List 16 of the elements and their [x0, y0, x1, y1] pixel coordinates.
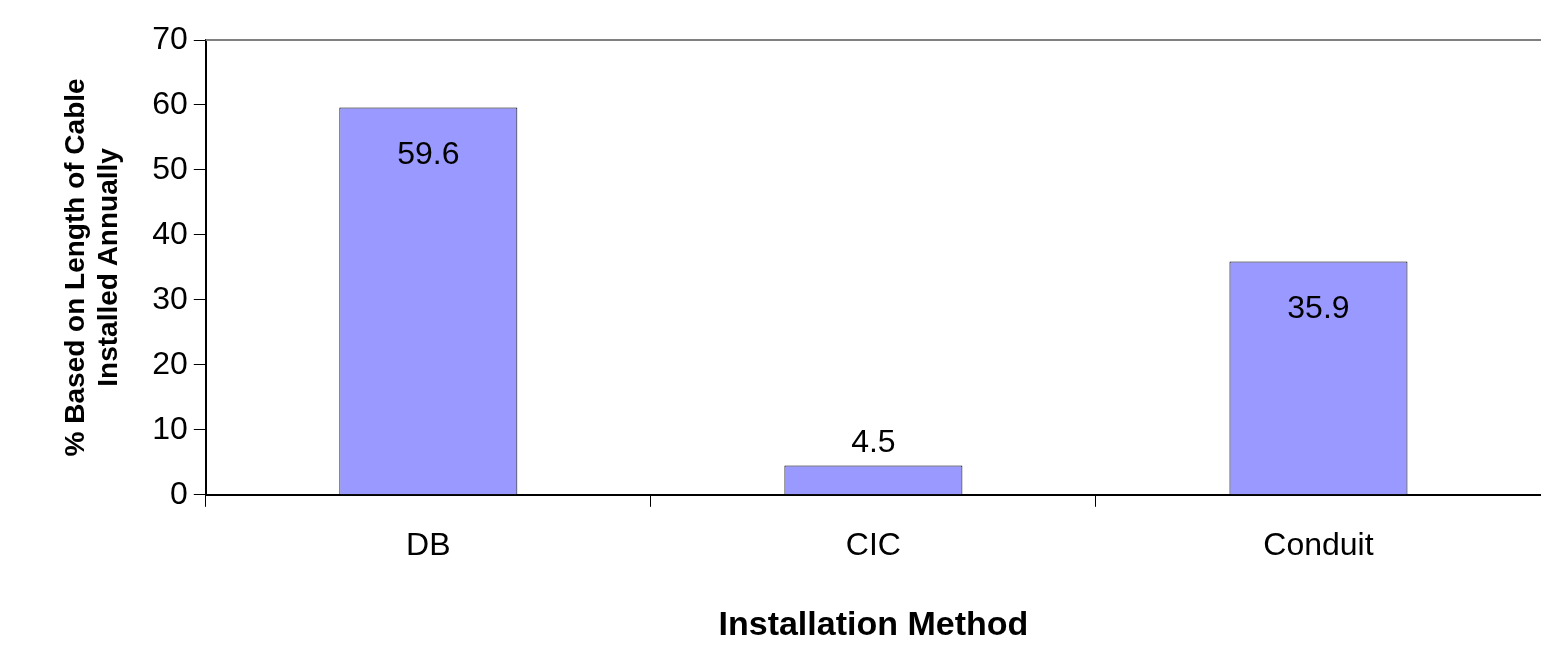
- y-tick-label: 70: [152, 19, 188, 56]
- y-axis-title: % Based on Length of Cable Installed Annually: [58, 78, 124, 457]
- data-label: 59.6: [397, 135, 460, 172]
- x-tick-label: CIC: [845, 525, 901, 562]
- data-label: 4.5: [851, 423, 896, 460]
- data-label: 35.9: [1287, 289, 1350, 326]
- y-tick-label: 40: [152, 214, 188, 251]
- y-tick-label: 50: [152, 149, 188, 186]
- y-tick-label: 10: [152, 409, 188, 446]
- x-axis-title: Installation Method: [718, 603, 1029, 642]
- y-tick-label: 30: [152, 279, 188, 316]
- x-tick-label: Conduit: [1263, 525, 1374, 562]
- y-tick-label: 0: [170, 474, 188, 511]
- x-tick-label: DB: [406, 525, 451, 562]
- y-tick-label: 20: [152, 344, 188, 381]
- y-tick-label: 60: [152, 84, 188, 121]
